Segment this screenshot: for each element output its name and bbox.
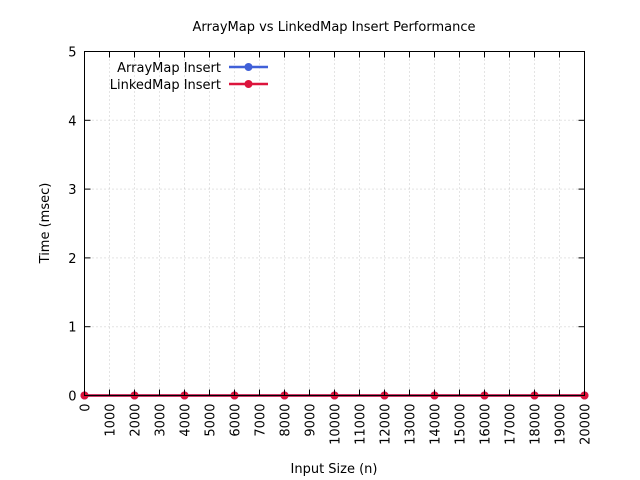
y-tick-label: 0 [68, 390, 76, 405]
x-tick-label: 12000 [379, 404, 394, 445]
x-tick-label: 18000 [529, 404, 544, 445]
y-tick-label: 2 [68, 252, 76, 267]
legend-label: ArrayMap Insert [117, 61, 221, 76]
x-tick-label: 2000 [129, 404, 144, 437]
x-tick-label: 5000 [204, 404, 219, 437]
x-tick-label: 8000 [279, 404, 294, 437]
legend-item: LinkedMap Insert [110, 78, 268, 93]
legend-swatch-point [244, 80, 253, 88]
legend: ArrayMap Insert LinkedMap Insert [110, 61, 268, 93]
legend-item: ArrayMap Insert [117, 61, 268, 76]
x-tick-label: 7000 [254, 404, 269, 437]
y-tick-label: 1 [68, 321, 76, 336]
x-tick-label: 16000 [479, 404, 494, 445]
x-tick-label: 10000 [329, 404, 344, 445]
y-axis-label: Time (msec) [38, 183, 53, 265]
grid [84, 51, 585, 396]
chart-title: ArrayMap vs LinkedMap Insert Performance [193, 20, 476, 35]
x-tick-label: 14000 [429, 404, 444, 445]
x-tick-label: 0 [79, 404, 94, 412]
axis-ticks: 0 1 2 3 4 5 0 1000 2000 3000 4000 5000 6000 7000 8000 9… [68, 46, 593, 445]
x-tick-label: 17000 [504, 404, 519, 445]
x-tick-label: 11000 [354, 404, 369, 445]
x-axis-label: Input Size (n) [291, 462, 378, 477]
legend-label: LinkedMap Insert [110, 78, 221, 93]
y-tick-label: 4 [68, 114, 76, 129]
y-tick-label: 3 [68, 183, 76, 198]
x-tick-label: 4000 [179, 404, 194, 437]
x-tick-label: 9000 [304, 404, 319, 437]
y-tick-label: 5 [68, 46, 76, 61]
x-tick-label: 13000 [404, 404, 419, 445]
x-tick-label: 1000 [104, 404, 119, 437]
x-tick-label: 19000 [554, 404, 569, 445]
x-tick-label: 20000 [579, 404, 594, 445]
x-tick-label: 3000 [154, 404, 169, 437]
x-tick-label: 6000 [229, 404, 244, 437]
legend-swatch-point [244, 63, 253, 71]
x-tick-label: 15000 [454, 404, 469, 445]
